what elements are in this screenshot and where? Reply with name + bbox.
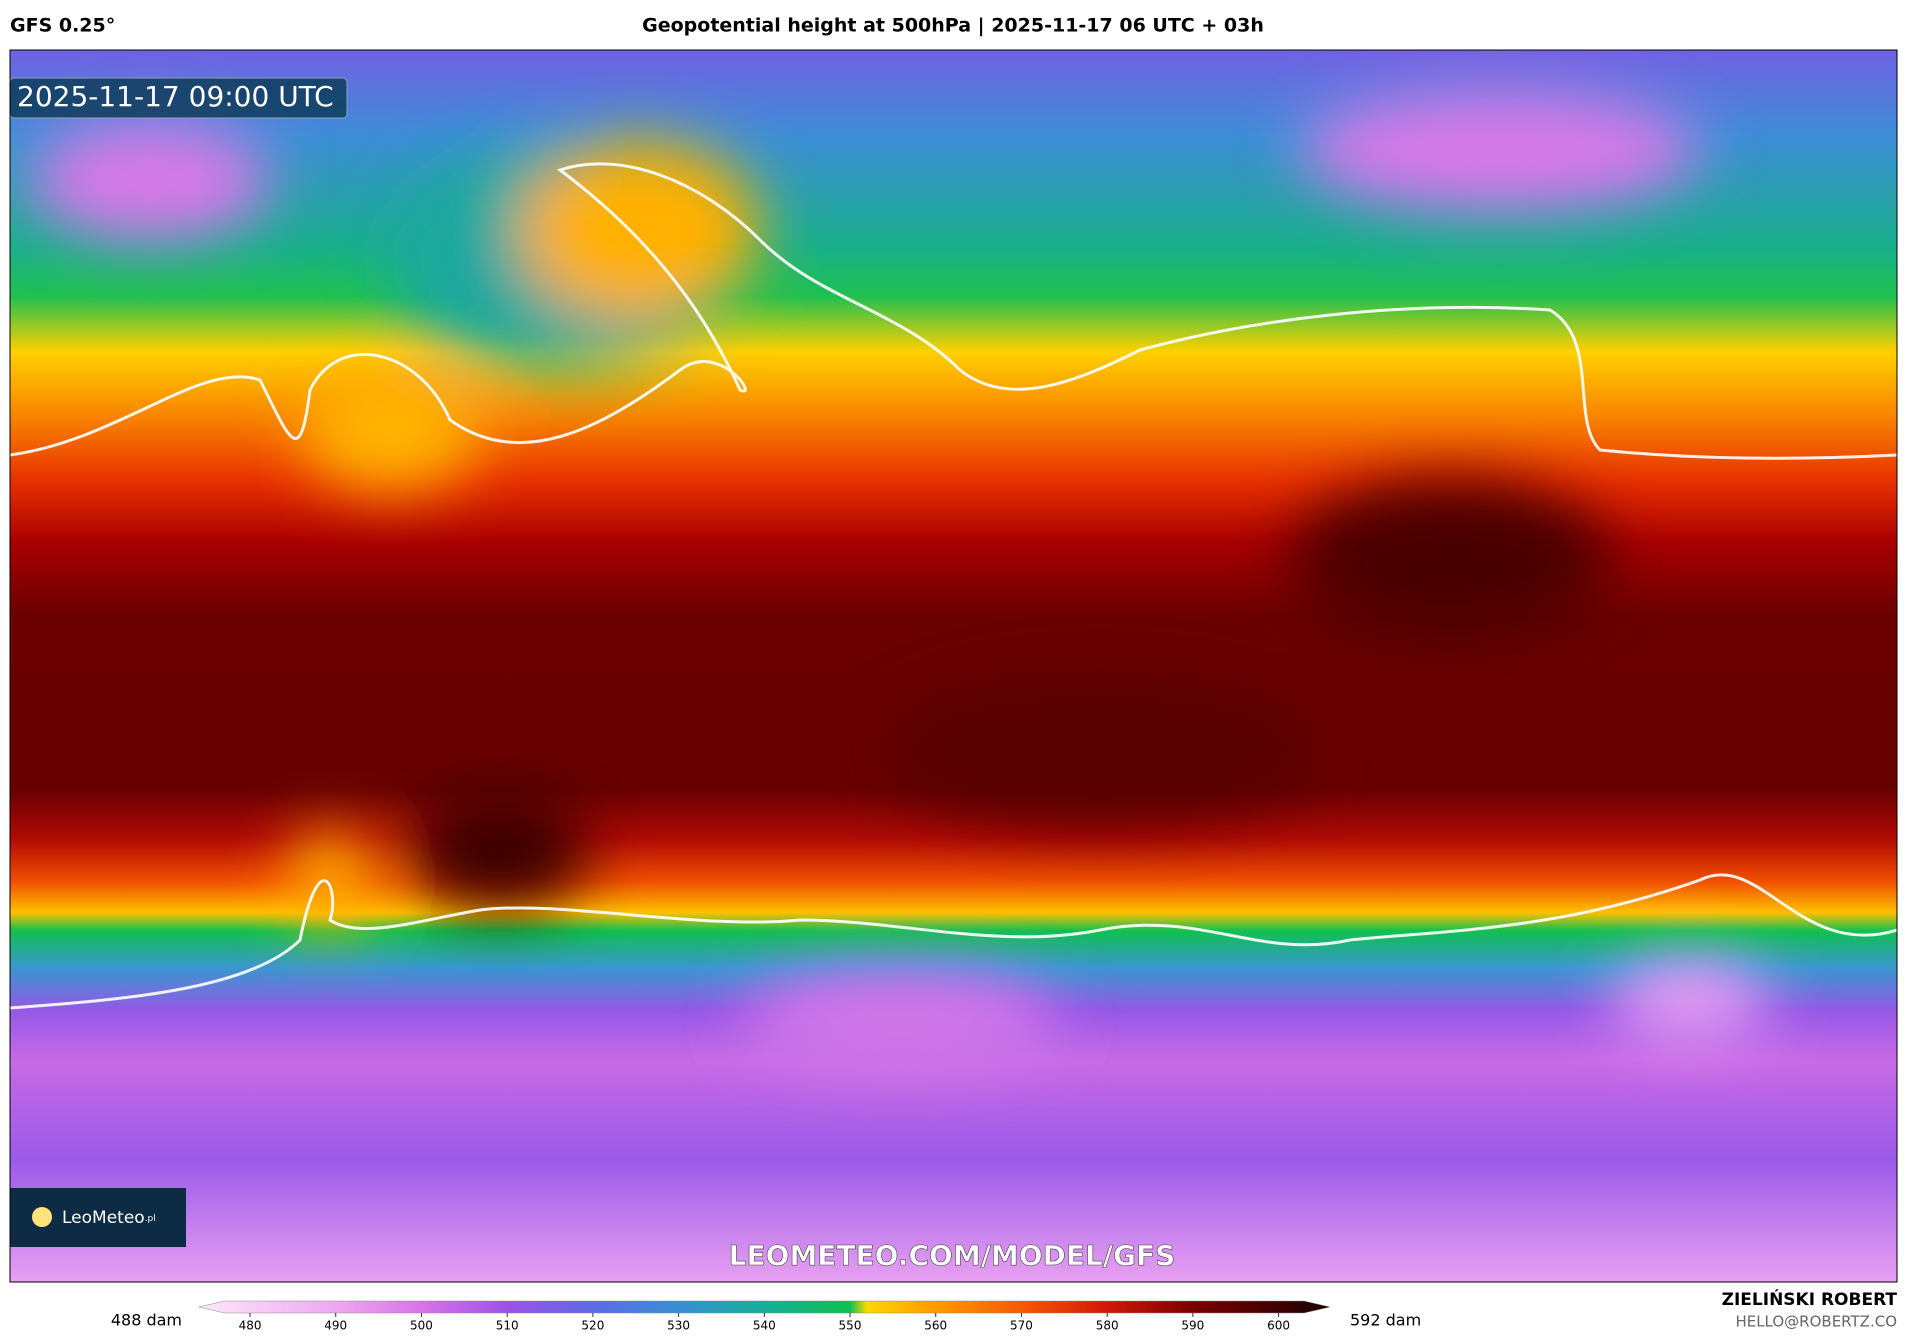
contour-line (10, 873, 1897, 1010)
colorbar-tick-label: 530 (667, 1319, 690, 1333)
logo-name: LeoMeteo (62, 1208, 145, 1228)
colorbar-tick-label: 560 (924, 1319, 947, 1333)
logo-suffix: .pl (145, 1214, 156, 1224)
colorbar-tick-label: 600 (1267, 1319, 1290, 1333)
colorbar-tick-label: 570 (1010, 1319, 1033, 1333)
colorbar-tick-label: 510 (496, 1319, 519, 1333)
field-features (30, 90, 1770, 1070)
colorbar-tick-label: 590 (1181, 1319, 1204, 1333)
colorbar: 480 490 500 510 520 530 540 550 560 570 580 590 600 (198, 1300, 1331, 1333)
logo-text: LeoMeteo.pl (62, 1208, 156, 1228)
timestamp: 2025-11-17 09:00 UTC (17, 80, 334, 113)
colorbar-tick-label: 540 (753, 1319, 776, 1333)
source-url: LEOMETEO.COM/MODEL/GFS (729, 1239, 1176, 1272)
author: ZIELIŃSKI ROBERT (1722, 1288, 1898, 1310)
map-area: 2025-11-17 09:00 UTC LeoMeteo.pl LEOMETE… (10, 50, 1897, 1282)
contour-line (10, 162, 1897, 460)
colorbar-tick-label: 490 (324, 1319, 347, 1333)
colorbar-tick-label: 580 (1096, 1319, 1119, 1333)
map-title: Geopotential height at 500hPa | 2025-11-… (642, 15, 1264, 37)
logo-sun (32, 1207, 52, 1227)
map-frame (9, 49, 1898, 1283)
timestamp-box (10, 77, 348, 119)
colorbar-bar (198, 1300, 1331, 1314)
model-label: GFS 0.25° (10, 15, 115, 37)
height-field (10, 50, 1897, 1282)
colorbar-max-label: 592 dam (1350, 1311, 1421, 1330)
colorbar-tick-label: 550 (839, 1319, 862, 1333)
colorbar-min-label: 488 dam (111, 1311, 182, 1330)
colorbar-tick-label: 480 (239, 1319, 262, 1333)
colorbar-tick-label: 520 (581, 1319, 604, 1333)
email: HELLO@ROBERTZ.CO (1735, 1313, 1897, 1331)
colorbar-tick-label: 500 (410, 1319, 433, 1333)
